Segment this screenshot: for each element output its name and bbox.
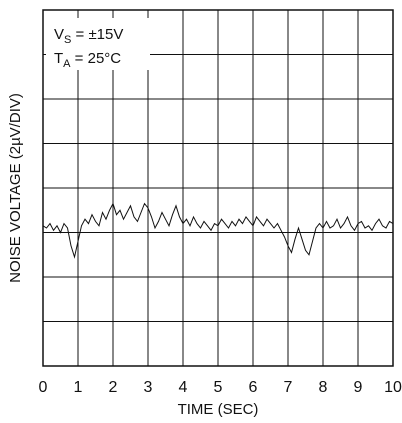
supply-voltage-annotation: VS = ±15V [54, 26, 123, 46]
noise-trace [42, 202, 394, 259]
x-tick-label: 5 [214, 379, 223, 396]
y-axis-label: NOISE VOLTAGE (2µV/DIV) [7, 93, 24, 283]
x-tick-label: 1 [74, 379, 83, 396]
grid-lines [43, 10, 393, 366]
x-tick-label: 8 [319, 379, 328, 396]
x-tick-label: 6 [249, 379, 258, 396]
x-axis-label: TIME (SEC) [178, 401, 259, 418]
x-tick-label: 2 [109, 379, 118, 396]
x-tick-label: 7 [284, 379, 293, 396]
plot-frame [42, 9, 394, 367]
x-tick-label: 3 [144, 379, 153, 396]
x-tick-label: 4 [179, 379, 188, 396]
temperature-annotation: TA = 25°C [54, 50, 121, 70]
x-tick-label: 9 [354, 379, 363, 396]
x-tick-label: 10 [384, 379, 402, 396]
x-tick-labels: 0 1 2 3 4 5 6 7 8 9 10 [39, 379, 402, 396]
annotation-background [46, 18, 150, 70]
x-tick-label: 0 [39, 379, 48, 396]
